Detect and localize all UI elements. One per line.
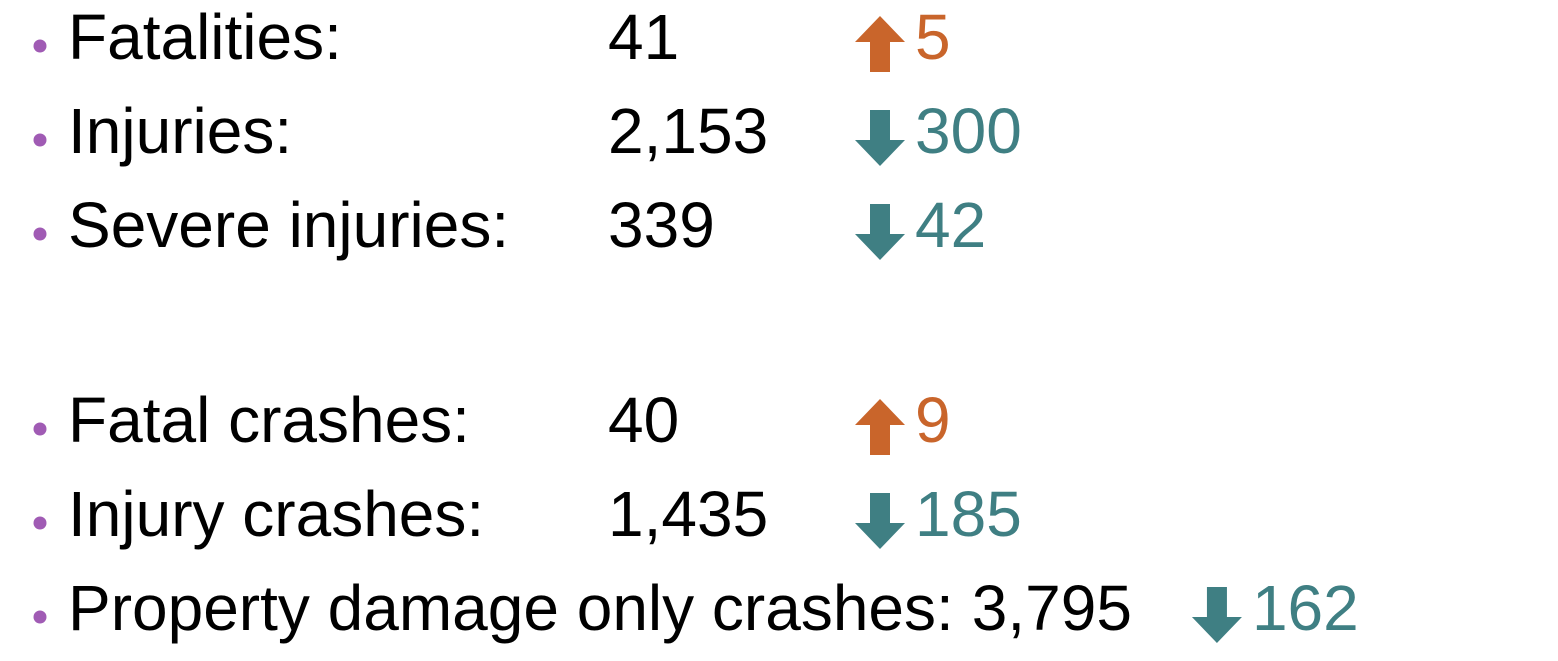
value: 41 <box>608 1 679 73</box>
label: Fatalities: <box>68 1 342 73</box>
change: 300 <box>915 95 1022 167</box>
change: 5 <box>915 1 951 73</box>
label: Property damage only crashes: <box>68 572 954 644</box>
value: 339 <box>608 189 715 261</box>
arrow-up <box>855 16 905 72</box>
value: 1,435 <box>608 478 768 550</box>
change: 162 <box>1252 572 1359 644</box>
bullet <box>33 422 47 436</box>
bullet <box>33 133 47 147</box>
change: 42 <box>915 189 986 261</box>
label: Fatal crashes: <box>68 384 470 456</box>
arrow-up <box>855 399 905 455</box>
arrow-down <box>855 204 905 260</box>
bullet <box>33 227 47 241</box>
arrow-down <box>855 110 905 166</box>
value: 2,153 <box>608 95 768 167</box>
arrow-down <box>855 493 905 549</box>
label: Severe injuries: <box>68 189 509 261</box>
value: 3,795 <box>972 572 1132 644</box>
bullet <box>33 610 47 624</box>
arrow-down <box>1191 587 1242 643</box>
value: 40 <box>608 384 679 456</box>
bullet <box>33 39 47 53</box>
bullet <box>33 516 47 530</box>
change: 9 <box>915 384 951 456</box>
change: 185 <box>915 478 1022 550</box>
label: Injury crashes: <box>68 478 484 550</box>
label: Injuries: <box>68 95 292 167</box>
